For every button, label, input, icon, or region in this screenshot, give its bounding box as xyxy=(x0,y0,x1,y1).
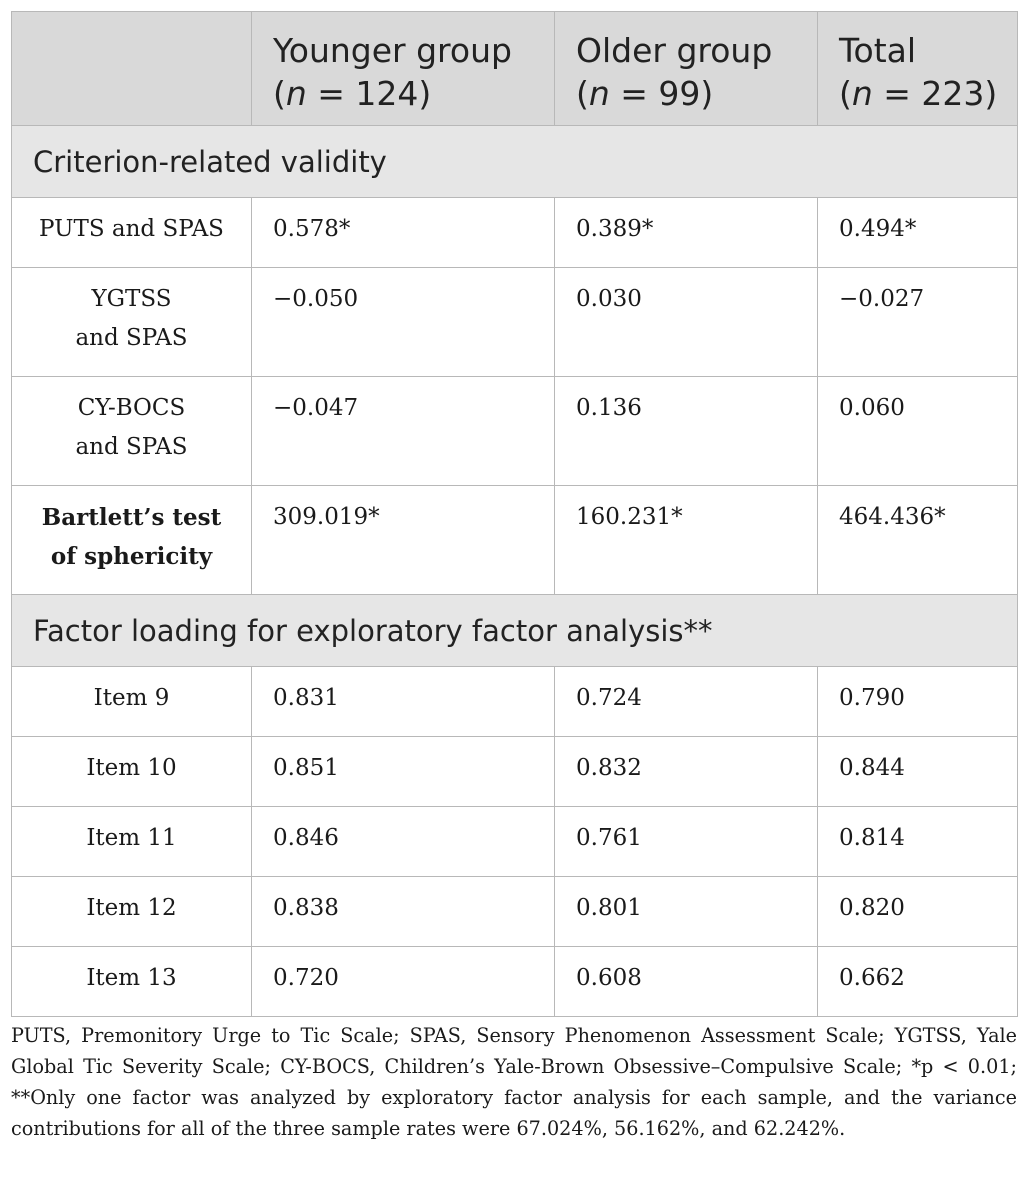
section-row-factor: Factor loading for exploratory factor an… xyxy=(11,594,1018,667)
table-row: Item 13 0.720 0.608 0.662 xyxy=(11,946,1018,1017)
table-cell: 0.494* xyxy=(817,197,1018,268)
table-cell: 0.724 xyxy=(554,666,818,737)
table-cell: 0.608 xyxy=(554,946,818,1017)
table-cell: 0.578* xyxy=(251,197,555,268)
row-label: Item 13 xyxy=(11,946,252,1017)
table-cell: 0.720 xyxy=(251,946,555,1017)
table-cell: 0.846 xyxy=(251,806,555,877)
table-cell: 0.030 xyxy=(554,267,818,377)
table-cell: 0.790 xyxy=(817,666,1018,737)
table-row: Item 12 0.838 0.801 0.820 xyxy=(11,876,1018,947)
table-cell: 0.761 xyxy=(554,806,818,877)
row-label: Item 11 xyxy=(11,806,252,877)
row-label: Item 10 xyxy=(11,736,252,807)
table-row: Item 10 0.851 0.832 0.844 xyxy=(11,736,1018,807)
table-cell: 0.060 xyxy=(817,376,1018,486)
table-cell: 0.832 xyxy=(554,736,818,807)
row-label: Item 9 xyxy=(11,666,252,737)
table-cell: 0.851 xyxy=(251,736,555,807)
row-label: Item 12 xyxy=(11,876,252,947)
header-empty-cell xyxy=(11,11,252,126)
table-row: CY-BOCS and SPAS −0.047 0.136 0.060 xyxy=(11,376,1018,486)
row-label: CY-BOCS and SPAS xyxy=(11,376,252,486)
row-label: Bartlett’s test of sphericity xyxy=(11,485,252,595)
table-cell: 0.389* xyxy=(554,197,818,268)
table-row: PUTS and SPAS 0.578* 0.389* 0.494* xyxy=(11,197,1018,268)
header-column-name: Total xyxy=(839,30,917,70)
table-row: YGTSS and SPAS −0.050 0.030 −0.027 xyxy=(11,267,1018,377)
header-older-group: Older group (n = 99) xyxy=(554,11,818,126)
table-cell: 464.436* xyxy=(817,485,1018,595)
header-sample-size: (n = 124) xyxy=(273,73,432,113)
section-row-criterion: Criterion-related validity xyxy=(11,125,1018,198)
table-cell: −0.050 xyxy=(251,267,555,377)
header-row: Younger group (n = 124) Older group (n =… xyxy=(11,11,1018,126)
section-title-factor: Factor loading for exploratory factor an… xyxy=(11,594,1018,667)
table-cell: 0.801 xyxy=(554,876,818,947)
table-cell: −0.047 xyxy=(251,376,555,486)
table-footnote: PUTS, Premonitory Urge to Tic Scale; SPA… xyxy=(11,1024,1017,1140)
header-total: Total (n = 223) xyxy=(817,11,1018,126)
table-cell: 0.820 xyxy=(817,876,1018,947)
table-cell: 0.844 xyxy=(817,736,1018,807)
table-row: Item 11 0.846 0.761 0.814 xyxy=(11,806,1018,877)
header-sample-size: (n = 99) xyxy=(576,73,714,113)
table-row: Item 9 0.831 0.724 0.790 xyxy=(11,666,1018,737)
table-cell: 0.814 xyxy=(817,806,1018,877)
section-title-criterion: Criterion-related validity xyxy=(11,125,1018,198)
table-cell: 160.231* xyxy=(554,485,818,595)
row-label: YGTSS and SPAS xyxy=(11,267,252,377)
results-table: Younger group (n = 124) Older group (n =… xyxy=(11,11,1018,1017)
table-cell: 0.831 xyxy=(251,666,555,737)
header-column-name: Older group xyxy=(576,30,773,70)
row-label: PUTS and SPAS xyxy=(11,197,252,268)
table-cell: 0.838 xyxy=(251,876,555,947)
table-cell: −0.027 xyxy=(817,267,1018,377)
header-younger-group: Younger group (n = 124) xyxy=(251,11,555,126)
table-row: Bartlett’s test of sphericity 309.019* 16… xyxy=(11,485,1018,595)
header-sample-size: (n = 223) xyxy=(839,73,998,113)
header-column-name: Younger group xyxy=(273,30,512,70)
table-cell: 309.019* xyxy=(251,485,555,595)
table-cell: 0.136 xyxy=(554,376,818,486)
table-cell: 0.662 xyxy=(817,946,1018,1017)
